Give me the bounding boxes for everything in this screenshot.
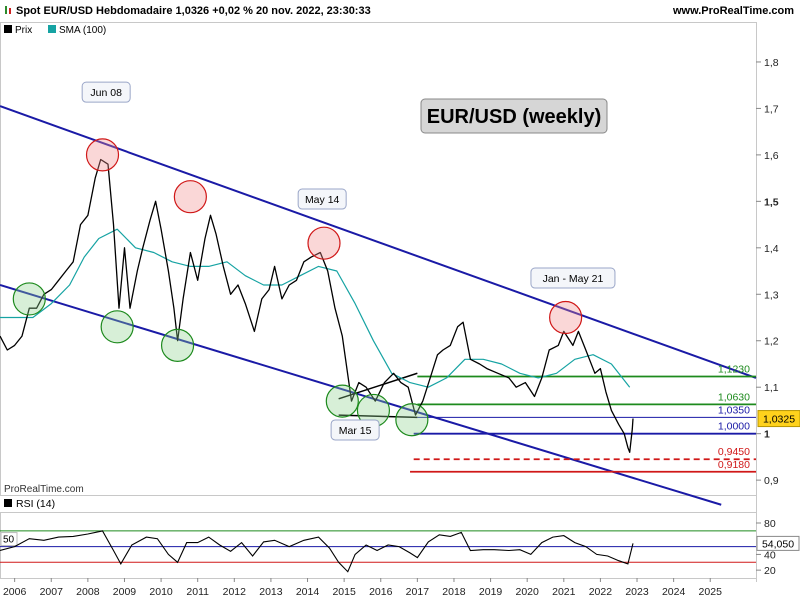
- x-tick-label: 2025: [699, 586, 723, 598]
- rsi-current-badge: [756, 535, 800, 551]
- annotation-box: [530, 267, 616, 289]
- last-price-badge: [757, 410, 800, 428]
- annotation-box: [81, 81, 131, 103]
- rsi-y-tick-label: 80: [764, 518, 776, 530]
- level-label: 1,0000: [718, 421, 750, 433]
- price-line: [0, 158, 634, 453]
- y-axis: 1,8 1,7 1,6 1,5 1,4 1,3 1,2 1,1 1 0,9: [756, 57, 779, 487]
- x-tick-label: 2018: [442, 586, 466, 598]
- header-title-text: Spot EUR/USD Hebdomadaire 1,0326 +0,02 %…: [16, 5, 371, 17]
- green-circle-marker: [160, 328, 195, 362]
- watermark-text: ProRealTime.com: [4, 484, 84, 495]
- x-tick-label: 2023: [625, 586, 649, 598]
- legend-label: SMA (100): [59, 25, 106, 36]
- candlestick-icon: [4, 5, 12, 15]
- x-tick-label: 2017: [406, 586, 430, 598]
- red-circle-marker: [173, 180, 207, 214]
- x-tick-label: 2022: [589, 586, 613, 598]
- x-tick-label: 2011: [186, 586, 209, 598]
- green-circle-marker: [395, 403, 429, 437]
- x-tick-label: 2010: [149, 586, 173, 598]
- level-label: 1,0350: [718, 404, 750, 416]
- green-circle-marker: [325, 384, 359, 418]
- annotation-label: Jun 08: [90, 87, 122, 99]
- x-tick-label: 2016: [369, 586, 393, 598]
- y-tick-label: 1,8: [764, 57, 779, 69]
- x-tick-label: 2024: [662, 586, 686, 598]
- y-tick-label: 1,4: [764, 243, 779, 255]
- sma-100-line: [0, 228, 631, 388]
- chart-title-box: [420, 98, 608, 134]
- annotation-label: May 14: [305, 194, 340, 206]
- red-circle-marker: [85, 138, 120, 172]
- y-tick-label: 1,2: [764, 336, 779, 348]
- y-tick-label: 1,3: [764, 289, 779, 301]
- annotation-box: [330, 419, 380, 441]
- red-circle-marker: [307, 226, 341, 260]
- rsi-mid-label: 50: [3, 535, 15, 546]
- y-tick-label: 1,6: [764, 150, 779, 162]
- chart-title: EUR/USD (weekly): [427, 106, 602, 128]
- trend-line: [0, 284, 722, 506]
- rsi-panel-frame: [0, 512, 757, 579]
- x-tick-label: 2009: [113, 586, 137, 598]
- y-tick-label: 1: [764, 429, 770, 441]
- x-axis: 2006 2007 2008 2009 2010 2011 2012 2013 2014 2015…: [3, 578, 722, 598]
- level-label: 1,0630: [718, 391, 750, 403]
- rsi-y-tick-label: 40: [764, 549, 776, 561]
- legend-label: Prix: [15, 25, 32, 36]
- trend-lines: [0, 105, 757, 506]
- green-circle-marker: [12, 282, 46, 316]
- x-tick-label: 2007: [40, 586, 64, 598]
- rsi-current-label: 54,050: [762, 538, 794, 550]
- y-tick-label: 1,7: [764, 103, 779, 115]
- y-tick-label: 0,9: [764, 475, 779, 487]
- annotations: Jun 08 May 14 Jan - May 21 Mar 15: [81, 81, 616, 441]
- rsi-y-tick-label: 20: [764, 565, 776, 577]
- y-tick-label: 1,5: [764, 196, 779, 208]
- trend-line: [0, 105, 757, 379]
- highlight-circles: [12, 138, 583, 437]
- rsi-legend-swatch: [4, 499, 12, 507]
- x-tick-label: 2013: [259, 586, 283, 598]
- x-tick-label: 2015: [332, 586, 356, 598]
- level-label: 0,9450: [718, 446, 750, 458]
- x-tick-label: 2020: [516, 586, 540, 598]
- chart-header-title: Spot EUR/USD Hebdomadaire 1,0326 +0,02 %…: [4, 5, 371, 17]
- legend-swatch-sma-100-: [48, 25, 56, 33]
- x-tick-label: 2014: [296, 586, 320, 598]
- level-label: 0,9180: [718, 459, 750, 471]
- rsi-label: RSI (14): [16, 498, 55, 510]
- rsi-mid-box: [0, 532, 18, 547]
- green-circle-marker: [100, 310, 134, 344]
- red-circle-marker: [549, 300, 583, 335]
- last-price-label: 1,0325: [763, 414, 795, 426]
- level-label: 1,1230: [718, 364, 750, 376]
- trend-line: [338, 414, 418, 419]
- x-tick-label: 2012: [223, 586, 247, 598]
- annotation-box: [297, 188, 347, 210]
- x-tick-label: 2021: [552, 586, 576, 598]
- legend-swatch-prix: [4, 25, 12, 33]
- x-tick-label: 2019: [479, 586, 503, 598]
- x-tick-label: 2006: [3, 586, 27, 598]
- x-tick-label: 2008: [76, 586, 100, 598]
- trend-line: [338, 372, 418, 400]
- header-site-link[interactable]: www.ProRealTime.com: [672, 5, 794, 17]
- y-tick-label: 1,1: [764, 382, 779, 394]
- rsi-line: [0, 530, 634, 573]
- annotation-label: Mar 15: [339, 425, 372, 437]
- annotation-label: Jan - May 21: [543, 273, 604, 285]
